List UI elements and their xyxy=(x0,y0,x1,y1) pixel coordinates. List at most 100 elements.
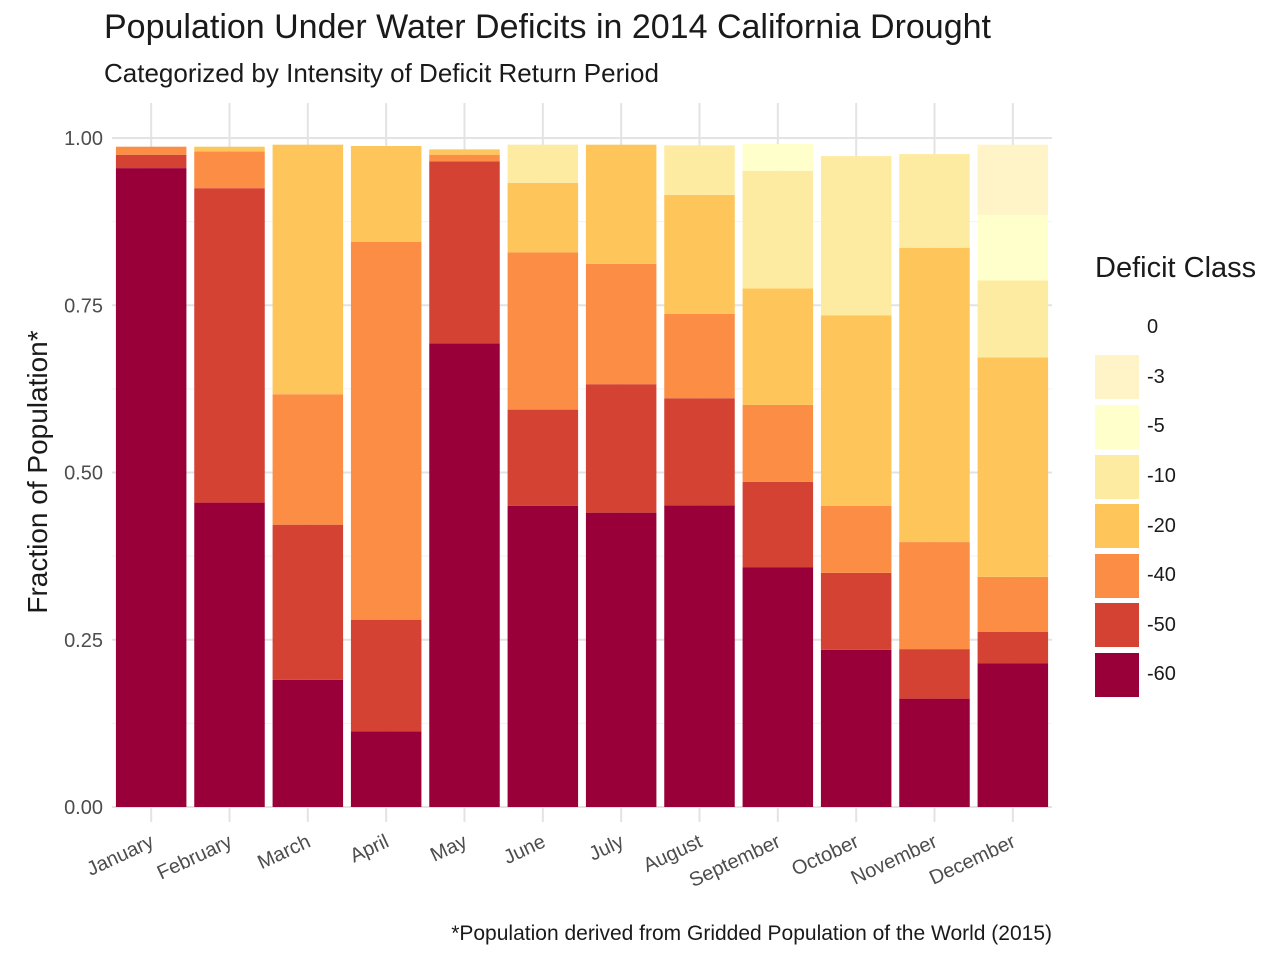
bar-segment xyxy=(585,263,657,385)
x-tick-label: December xyxy=(926,830,1019,889)
legend-label: -10 xyxy=(1147,465,1176,488)
bar-segment xyxy=(664,398,735,506)
bar-segment xyxy=(977,214,1049,281)
bar-segment xyxy=(899,247,970,543)
bar-segment xyxy=(899,542,970,650)
bar-segment xyxy=(429,154,500,162)
x-tick-label: April xyxy=(347,831,393,868)
bar-segment xyxy=(429,343,500,807)
bar-segment xyxy=(272,144,344,395)
legend-swatch xyxy=(1095,652,1139,697)
bar-segment xyxy=(977,144,1049,215)
x-tick-label: September xyxy=(686,830,784,891)
bar-segment xyxy=(742,404,814,482)
legend-label: 0 xyxy=(1147,316,1159,339)
chart-subtitle: Categorized by Intensity of Deficit Retu… xyxy=(104,58,659,88)
bar-segment xyxy=(194,188,265,503)
bar-segment xyxy=(742,288,814,405)
legend-item: -20 xyxy=(1095,501,1256,551)
bar-segment xyxy=(429,161,500,344)
bar-segment xyxy=(820,572,892,650)
bar-segment xyxy=(820,505,892,573)
legend-item: -60 xyxy=(1095,650,1256,700)
bar-segment xyxy=(507,182,579,253)
legend-label: -40 xyxy=(1147,564,1176,587)
legend-swatch xyxy=(1095,454,1139,499)
x-tick-label: January xyxy=(83,831,157,881)
bar-segment xyxy=(429,149,500,155)
bar-segment xyxy=(899,698,970,807)
bar-segment xyxy=(664,313,735,399)
bar-segment xyxy=(350,146,422,242)
legend-item: -5 xyxy=(1095,402,1256,452)
y-tick-label: 0.50 xyxy=(64,463,103,485)
x-tick-label: February xyxy=(154,831,236,885)
legend-swatch xyxy=(1095,404,1139,449)
x-tick-label: May xyxy=(427,831,471,867)
bar-segment xyxy=(194,146,265,152)
bar-segment xyxy=(820,315,892,506)
bar-segment xyxy=(350,619,422,732)
bar-segment xyxy=(742,144,814,171)
bar-segment xyxy=(507,505,579,807)
x-tick-label: March xyxy=(254,831,314,874)
bar-segment xyxy=(507,144,579,183)
y-tick-label: 0.25 xyxy=(64,630,103,652)
bar-segment xyxy=(115,168,187,808)
bar-segment xyxy=(115,146,187,155)
bar-segment xyxy=(194,151,265,189)
bar-segment xyxy=(507,409,579,506)
bar-segment xyxy=(350,241,422,620)
bar-segment xyxy=(585,384,657,513)
bar-segment xyxy=(977,663,1049,807)
bar-segment xyxy=(977,576,1049,632)
legend-item: 0 xyxy=(1095,303,1256,353)
legend-swatch xyxy=(1095,553,1139,598)
bar-segment xyxy=(977,631,1049,664)
legend-item: -3 xyxy=(1095,353,1256,403)
legend-item: -10 xyxy=(1095,452,1256,502)
bar-segment xyxy=(585,512,657,807)
legend-label: -50 xyxy=(1147,613,1176,636)
legend-label: -60 xyxy=(1147,663,1176,686)
bar-segment xyxy=(664,505,735,807)
legend-swatch xyxy=(1095,504,1139,549)
bar-segment xyxy=(977,280,1049,358)
bar-segment xyxy=(742,481,814,568)
legend-swatch xyxy=(1095,305,1139,350)
bar-segment xyxy=(272,394,344,525)
bar-segment xyxy=(977,357,1049,577)
legend-label: -5 xyxy=(1147,415,1165,438)
legend-label: -20 xyxy=(1147,514,1176,537)
bar-segment xyxy=(194,502,265,807)
y-tick-label: 0.00 xyxy=(64,797,103,819)
bar-segment xyxy=(507,252,579,410)
legend-swatch xyxy=(1095,355,1139,400)
x-tick-label: November xyxy=(848,830,941,889)
bar-segment xyxy=(742,170,814,289)
legend-item: -50 xyxy=(1095,601,1256,651)
bar-segment xyxy=(820,156,892,316)
legend-label: -3 xyxy=(1147,365,1165,388)
legend-swatch xyxy=(1095,603,1139,648)
bar-segment xyxy=(350,731,422,807)
bar-segment xyxy=(272,524,344,680)
bar-segment xyxy=(272,679,344,807)
x-tick-label: June xyxy=(500,831,549,869)
legend-title: Deficit Class xyxy=(1095,252,1257,284)
y-tick-label: 0.75 xyxy=(64,295,103,317)
bar-segment xyxy=(664,145,735,195)
bar-segment xyxy=(899,649,970,699)
y-axis-label: Fraction of Population* xyxy=(22,330,53,614)
chart-title: Population Under Water Deficits in 2014 … xyxy=(104,8,991,46)
bar-segment xyxy=(115,154,187,169)
bar-segment xyxy=(820,649,892,807)
bar-segment xyxy=(899,154,970,248)
legend: Deficit Class 0 -3 -5 -10 -20 -40 -50 -60 xyxy=(1095,252,1256,700)
legend-items: 0 -3 -5 -10 -20 -40 -50 -60 xyxy=(1095,303,1256,700)
x-tick-label: July xyxy=(586,831,628,866)
legend-item: -40 xyxy=(1095,551,1256,601)
y-tick-label: 1.00 xyxy=(64,128,103,150)
bar-segment xyxy=(664,194,735,314)
